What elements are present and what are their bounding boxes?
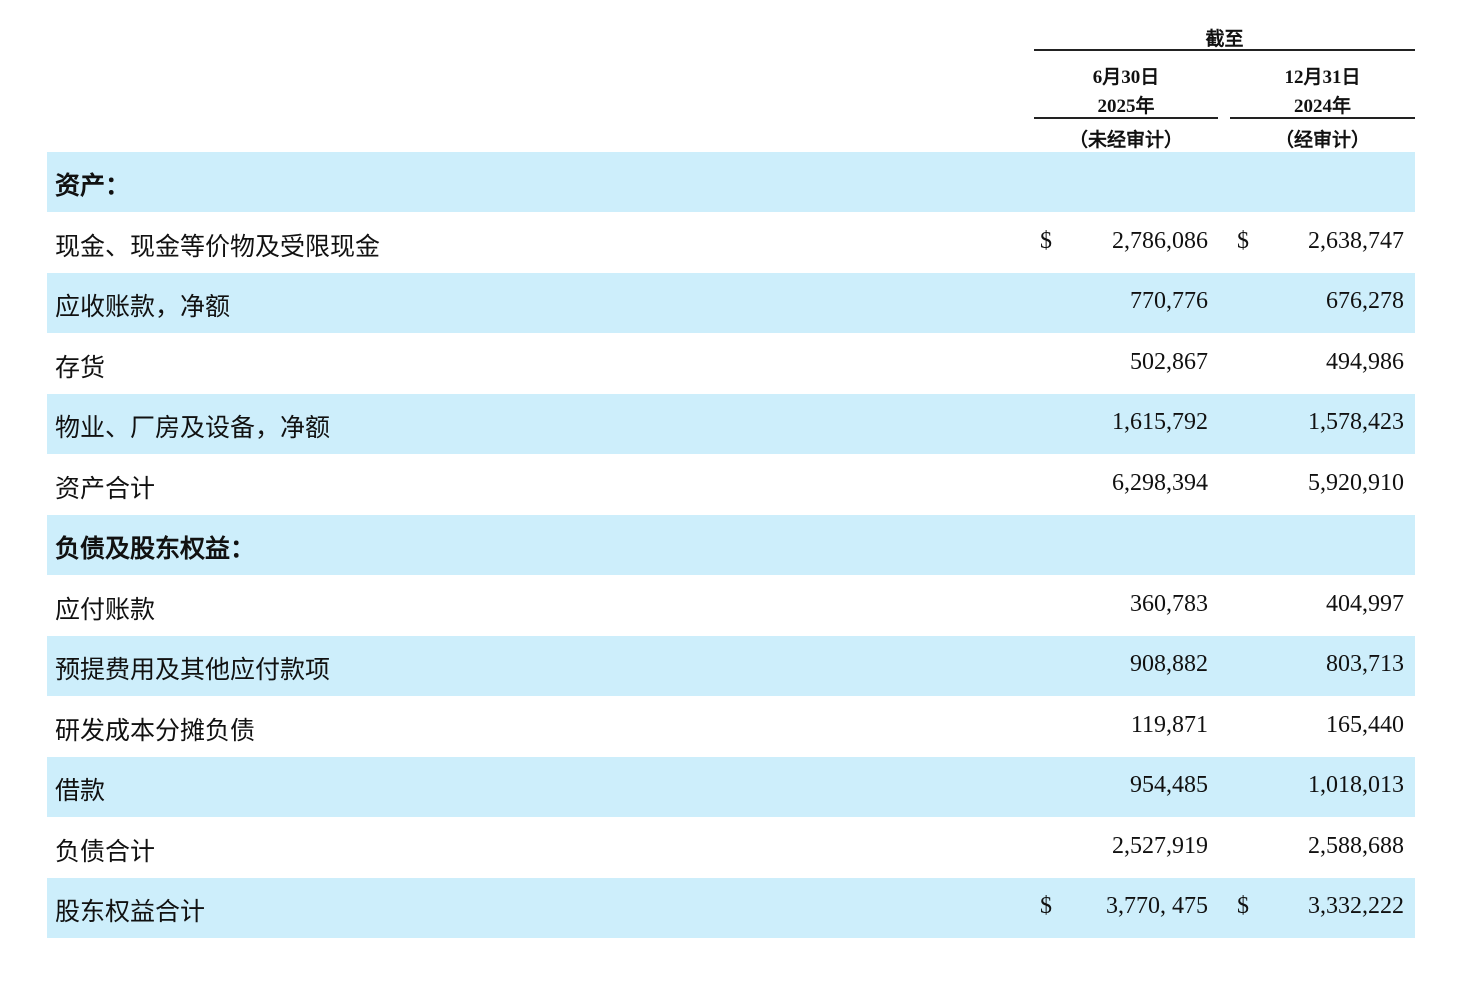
currency-symbol: $ xyxy=(1040,227,1052,254)
row-label: 负债合计 xyxy=(55,838,156,866)
column-year: 2025年 xyxy=(1097,96,1155,117)
row-label: 资产合计 xyxy=(55,475,156,503)
cell-value: 2,786,086 xyxy=(1112,227,1208,254)
row-label: 预提费用及其他应付款项 xyxy=(55,657,331,684)
header-rule xyxy=(1034,49,1415,51)
cell-value: 908,882 xyxy=(1130,651,1208,677)
cell-value: 770,776 xyxy=(1130,288,1208,314)
table-row: 股东权益合计 $ $3,770, 475 3,332,222 xyxy=(47,878,1415,938)
currency-symbol: $ xyxy=(1237,893,1249,919)
header-as-of: 截至 xyxy=(1205,29,1244,50)
table-row: 现金、现金等价物及受限现金 $ $2,786,086 2,638,747 xyxy=(47,213,1415,273)
row-label: 应收账款，净额 xyxy=(55,294,231,321)
row-label: 存货 xyxy=(55,354,106,382)
cell-value: 360,783 xyxy=(1130,590,1208,617)
table-row: 物业、厂房及设备，净额 1,615,792 1,578,423 xyxy=(47,394,1415,454)
row-label: 研发成本分摊负债 xyxy=(55,717,256,745)
cell-value: 404,997 xyxy=(1326,590,1404,617)
table-row: 负债及股东权益： xyxy=(47,515,1415,575)
row-label: 现金、现金等价物及受限现金 xyxy=(55,233,381,261)
cell-value: 502,867 xyxy=(1130,348,1208,375)
currency-symbol: $ xyxy=(1040,893,1052,919)
table-row: 应收账款，净额 770,776 676,278 xyxy=(47,273,1415,333)
table-row: 借款 954,485 1,018,013 xyxy=(47,757,1415,817)
cell-value: 954,485 xyxy=(1130,772,1208,798)
column-date: 6月30日 xyxy=(1092,67,1160,88)
row-label: 股东权益合计 xyxy=(55,899,206,926)
column-note: （未经审计） xyxy=(1068,130,1183,151)
row-label: 应付账款 xyxy=(55,596,156,624)
cell-value: 676,278 xyxy=(1326,288,1404,314)
cell-value: 1,615,792 xyxy=(1112,409,1208,435)
cell-value: 494,986 xyxy=(1326,348,1404,375)
column-year: 2024年 xyxy=(1293,96,1351,117)
row-label: 借款 xyxy=(55,778,106,805)
cell-value: 1,018,013 xyxy=(1308,772,1404,798)
cell-value: 2,527,919 xyxy=(1112,832,1208,859)
table-row: 资产合计 6,298,394 5,920,910 xyxy=(47,455,1415,515)
cell-value: 3,770, 475 xyxy=(1106,893,1208,919)
section-label: 负债及股东权益： xyxy=(55,536,256,563)
cell-value: 5,920,910 xyxy=(1308,469,1404,496)
table-row: 存货 502,867 494,986 xyxy=(47,334,1415,394)
currency-symbol: $ xyxy=(1237,227,1249,254)
cell-value: 3,332,222 xyxy=(1308,893,1404,919)
table-row: 预提费用及其他应付款项 908,882 803,713 xyxy=(47,636,1415,696)
table-row: 负债合计 2,527,919 2,588,688 xyxy=(47,818,1415,878)
cell-value: 2,638,747 xyxy=(1308,227,1404,254)
section-label: 资产： xyxy=(55,173,131,200)
cell-value: 119,871 xyxy=(1130,711,1208,738)
column-note: （经审计） xyxy=(1274,130,1370,151)
table-row: 研发成本分摊负债 119,871 165,440 xyxy=(47,697,1415,757)
column-rule xyxy=(1034,117,1218,119)
table-row: 应付账款 360,783 404,997 xyxy=(47,576,1415,636)
row-label: 物业、厂房及设备，净额 xyxy=(55,415,331,442)
cell-value: 2,588,688 xyxy=(1308,832,1404,859)
table-row: 资产： xyxy=(47,152,1415,212)
column-rule xyxy=(1230,117,1415,119)
column-date: 12月31日 xyxy=(1284,67,1361,88)
cell-value: 1,578,423 xyxy=(1308,409,1404,435)
cell-value: 803,713 xyxy=(1326,651,1404,677)
cell-value: 6,298,394 xyxy=(1112,469,1208,496)
cell-value: 165,440 xyxy=(1326,711,1404,738)
